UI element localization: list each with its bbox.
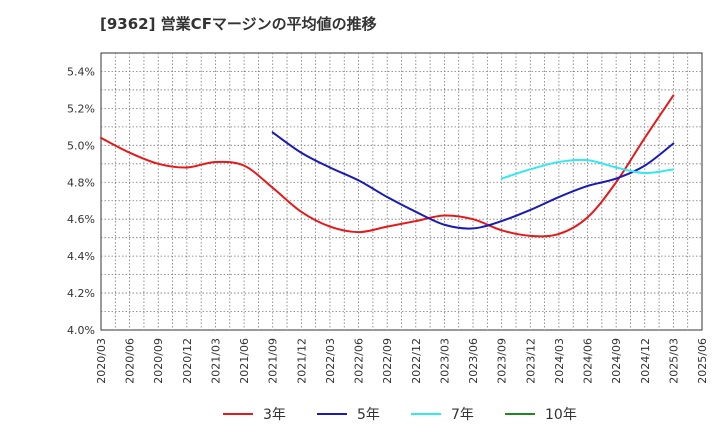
x-tick-label: 2021/09 <box>267 338 280 384</box>
x-tick-label: 2022/03 <box>324 338 337 384</box>
x-tick-label: 2022/09 <box>381 338 394 384</box>
y-tick-label: 4.0% <box>67 324 95 337</box>
x-tick-label: 2022/06 <box>353 338 366 384</box>
x-tick-label: 2024/09 <box>610 338 623 384</box>
legend-label-3: 10年 <box>545 407 577 423</box>
x-axis-ticks: 2020/03 2020/06 2020/09 2020/12 2021/03 2021/… <box>95 338 709 384</box>
x-tick-label: 2023/03 <box>438 338 451 384</box>
y-tick-label: 5.4% <box>67 65 95 78</box>
x-tick-label: 2020/09 <box>152 338 165 384</box>
x-tick-label: 2025/03 <box>667 338 680 384</box>
y-axis-ticks: 4.0% 4.2% 4.4% 4.6% 4.8% 5.0% 5.2% 5.4% <box>67 65 95 337</box>
x-tick-label: 2024/03 <box>553 338 566 384</box>
x-tick-label: 2024/06 <box>582 338 595 384</box>
legend-label-1: 5年 <box>357 407 380 423</box>
chart-title: [9362] 営業CFマージンの平均値の推移 <box>100 15 377 33</box>
y-tick-label: 4.8% <box>67 176 95 189</box>
x-tick-label: 2023/12 <box>524 338 537 384</box>
y-tick-label: 4.4% <box>67 250 95 263</box>
x-tick-label: 2024/12 <box>639 338 652 384</box>
grid-lines <box>101 53 702 330</box>
y-tick-label: 5.0% <box>67 139 95 152</box>
legend: 3年 5年 7年 10年 <box>223 407 577 423</box>
series-line-0 <box>100 94 675 238</box>
x-tick-label: 2021/03 <box>209 338 222 384</box>
x-tick-label: 2020/12 <box>181 338 194 384</box>
series-line-2 <box>500 158 675 180</box>
series-line-1 <box>271 131 675 230</box>
y-tick-label: 4.2% <box>67 287 95 300</box>
x-tick-label: 2020/03 <box>95 338 108 384</box>
x-tick-label: 2020/06 <box>124 338 137 384</box>
x-tick-label: 2022/12 <box>410 338 423 384</box>
legend-label-0: 3年 <box>263 407 286 423</box>
x-tick-label: 2023/09 <box>496 338 509 384</box>
x-tick-label: 2021/12 <box>295 338 308 384</box>
x-tick-label: 2023/06 <box>467 338 480 384</box>
y-tick-label: 5.2% <box>67 102 95 115</box>
x-tick-label: 2021/06 <box>238 338 251 384</box>
y-tick-label: 4.6% <box>67 213 95 226</box>
x-tick-label: 2025/06 <box>696 338 709 384</box>
legend-label-2: 7年 <box>451 407 474 423</box>
series-lines <box>100 94 675 238</box>
